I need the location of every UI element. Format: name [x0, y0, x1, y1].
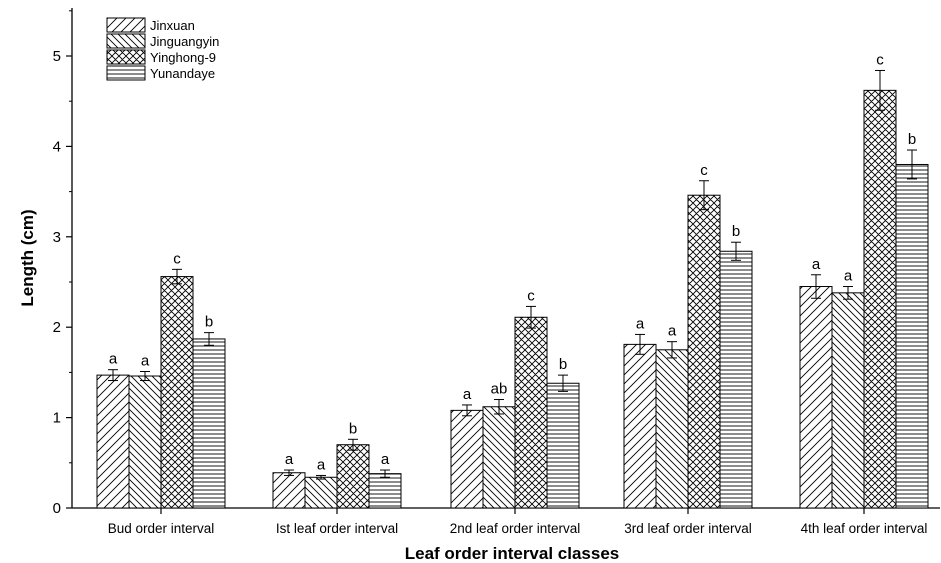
significance-label: a	[463, 386, 472, 403]
y-tick-label: 5	[53, 48, 61, 65]
error-bars	[108, 69, 917, 480]
significance-label: c	[700, 162, 708, 179]
legend-swatch	[106, 17, 146, 33]
bar	[336, 444, 370, 509]
significance-label: c	[527, 287, 535, 304]
significance-label: c	[876, 51, 884, 68]
significance-label: b	[908, 131, 916, 148]
x-ticks: Bud order interval Ist leaf order interva…	[108, 508, 928, 536]
y-tick-label: 1	[53, 410, 61, 427]
significance-label: a	[844, 268, 853, 285]
significance-label: a	[285, 451, 294, 468]
legend-label: Jinguangyin	[150, 34, 219, 49]
legend-label: Yinghong-9	[150, 50, 216, 65]
significance-label: b	[205, 314, 213, 331]
bar	[655, 349, 689, 509]
significance-label: a	[109, 351, 118, 368]
significance-label: a	[381, 451, 390, 468]
bar	[482, 406, 516, 509]
significance-label: a	[636, 315, 645, 332]
y-tick-label: 0	[53, 500, 61, 517]
legend-label: Jinxuan	[150, 18, 195, 33]
bar	[192, 338, 226, 509]
y-tick-label: 4	[53, 138, 61, 155]
bar	[128, 375, 162, 509]
bar	[272, 472, 306, 509]
bar	[450, 409, 484, 509]
x-tick-label: Ist leaf order interval	[276, 521, 398, 536]
bar	[623, 343, 657, 509]
x-tick-label: 3rd leaf order interval	[624, 521, 752, 536]
bar	[799, 286, 833, 509]
significance-label: b	[559, 356, 567, 373]
bar	[368, 473, 402, 509]
x-tick-label: 4th leaf order interval	[801, 521, 928, 536]
significance-label: c	[173, 250, 181, 267]
bar	[687, 194, 721, 509]
significance-label: ab	[491, 381, 508, 398]
bar	[831, 292, 865, 509]
bar	[895, 163, 929, 509]
significance-label: b	[349, 420, 357, 437]
y-tick-label: 2	[53, 319, 61, 336]
legend-swatch	[106, 65, 146, 81]
bar	[719, 250, 753, 509]
x-tick-label: Bud order interval	[108, 521, 215, 536]
bars	[96, 89, 929, 509]
legend-swatch	[106, 33, 146, 49]
legend-swatch	[106, 49, 146, 65]
y-axis-title: Length (cm)	[18, 209, 37, 306]
significance-label: a	[668, 323, 677, 340]
y-ticks: 0 1 2 3 4 5	[53, 10, 72, 517]
x-tick-label: 2nd leaf order interval	[450, 521, 581, 536]
significance-label: a	[317, 456, 326, 473]
significance-label: a	[141, 352, 150, 369]
bar	[96, 374, 130, 509]
bar	[863, 89, 897, 509]
bar	[546, 382, 580, 509]
significance-label: b	[732, 223, 740, 240]
bar	[304, 476, 338, 509]
bar	[514, 316, 548, 509]
bar	[160, 276, 194, 509]
y-tick-label: 3	[53, 229, 61, 246]
x-axis-title: Leaf order interval classes	[405, 544, 620, 563]
significance-label: a	[812, 256, 821, 273]
legend-label: Yunandaye	[150, 66, 215, 81]
